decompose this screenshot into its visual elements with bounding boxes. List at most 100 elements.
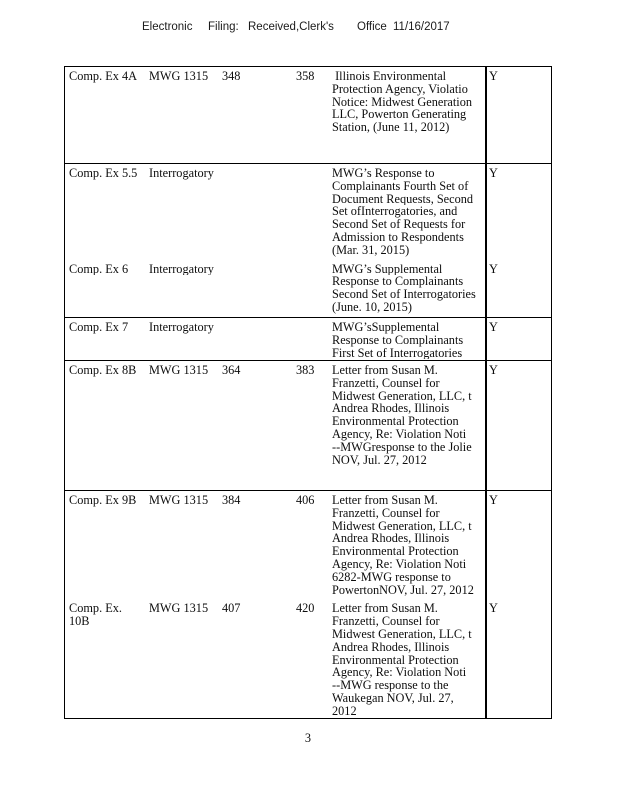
description-line: Second Set of Requests for (332, 218, 466, 231)
header-word: Received,Clerk's (248, 21, 334, 33)
exhibit-row: Comp. Ex 8B MWG 1315 364 383 Letter from Sus… (65, 361, 551, 466)
description-line: Franzetti, Counsel for (332, 376, 440, 390)
description-line: 6282-MWG response to (332, 570, 451, 584)
description-line: Response to Complainants (332, 275, 464, 289)
document-type-cell: MWG 1315 (149, 364, 209, 377)
description-line: Letter from Susan M. (332, 494, 438, 507)
description-line: Complainants Fourth Set of (332, 179, 469, 193)
exhibit-cell: Comp. Ex 8B (69, 364, 137, 377)
description-cell: Letter from Susan M. Franzetti, Counsel f… (332, 602, 485, 717)
exhibit-row: Comp. Ex 4A MWG 1315 348 358 Illinois Envir… (65, 67, 551, 134)
document-type-cell: MWG 1315 (149, 602, 209, 616)
description-line: Response to Complainants (332, 333, 464, 347)
admitted-flag: Y (489, 262, 498, 276)
description-line: Andrea Rhodes, Illinois (332, 640, 450, 654)
exhibit-row: Comp. Ex. 10B MWG 1315 407 420 Letter from S… (65, 599, 551, 717)
description-line: Environmental Protection (332, 545, 459, 558)
page-start-cell: 364 (222, 364, 241, 377)
exhibit-row: Comp. Ex 6 Interrogatory MWG’s Supplementa… (65, 260, 551, 314)
description-cell: Letter from Susan M. Franzetti, Counsel f… (332, 364, 485, 466)
admitted-flag: Y (489, 494, 498, 507)
description-line: (June. 10, 2015) (332, 300, 412, 314)
description-line: MWG’s Response to (332, 167, 435, 180)
admitted-column-divider (485, 67, 487, 718)
description-line: Station, (June 11, 2012) (332, 121, 450, 134)
header-word: Filing: (208, 21, 239, 33)
description-line: --MWGresponse to the Jolie (332, 440, 472, 454)
header-word: Electronic (142, 21, 193, 33)
exhibit-table: Comp. Ex 4A MWG 1315 348 358 Illinois Envir… (64, 66, 552, 719)
exhibit-cell: Comp. Ex. 10B (69, 602, 122, 628)
document-type-cell: Interrogatory (149, 262, 214, 276)
filing-header: Electronic Filing: Received,Clerk's Offi… (0, 21, 618, 35)
description-line: PowertonNOV, Jul. 27, 2012 (332, 583, 474, 597)
admitted-flag: Y (489, 167, 498, 180)
description-line: Midwest Generation, LLC, t (332, 389, 472, 403)
description-line: Illinois Environmental (332, 70, 447, 83)
description-line: (Mar. 31, 2015) (332, 243, 410, 257)
description-line: Protection Agency, Violatio (332, 82, 468, 96)
exhibit-cell: Comp. Ex 4A (69, 70, 137, 83)
page-end-cell: 420 (296, 602, 315, 616)
page-number: 3 (304, 731, 312, 745)
description-line: Agency, Re: Violation Noti (332, 557, 467, 571)
document-type-cell: Interrogatory (149, 321, 214, 334)
document-type-cell: Interrogatory (149, 167, 214, 180)
description-line: Environmental Protection (332, 415, 459, 428)
description-line: Midwest Generation, LLC, t (332, 519, 472, 533)
description-line: LLC, Powerton Generating (332, 108, 467, 122)
description-line: Waukegan NOV, Jul. 27, (332, 691, 454, 705)
exhibit-row: Comp. Ex 7 Interrogatory MWG’sSupplemental… (65, 318, 551, 359)
description-line: Agency, Re: Violation Noti (332, 427, 467, 441)
description-line: Franzetti, Counsel for (332, 506, 440, 520)
page-start-cell: 407 (222, 602, 241, 616)
page-start-cell: 384 (222, 494, 241, 507)
description-line: Admission to Respondents (332, 230, 464, 244)
description-cell: Illinois Environmental Protection Agency,… (332, 70, 485, 134)
table-block: Comp. Ex 8B MWG 1315 364 383 Letter from Sus… (65, 360, 551, 490)
exhibit-cell: Comp. Ex 5.5 (69, 167, 138, 180)
description-line: Franzetti, Counsel for (332, 615, 440, 628)
table-block: Comp. Ex 9B MWG 1315 384 406 Letter from Sus… (65, 490, 551, 718)
description-cell: MWG’s Response to Complainants Fourth Set… (332, 167, 485, 257)
document-type-cell: MWG 1315 (149, 494, 209, 507)
description-line: Letter from Susan M. (332, 364, 438, 377)
exhibit-row: Comp. Ex 5.5 Interrogatory MWG’s Response … (65, 164, 551, 257)
description-line: Notice: Midwest Generation (332, 95, 473, 109)
description-line: Andrea Rhodes, Illinois (332, 402, 450, 416)
admitted-flag: Y (489, 321, 498, 334)
description-line: First Set of Interrogatories (332, 346, 463, 360)
description-line: 2012 (332, 704, 357, 718)
header-word: Office (357, 21, 387, 33)
description-line: Midwest Generation, LLC, t (332, 627, 472, 641)
description-cell: MWG’s Supplemental Response to Complainan… (332, 263, 485, 314)
table-block: Comp. Ex 4A MWG 1315 348 358 Illinois Envir… (65, 67, 551, 163)
page-end-cell: 358 (296, 70, 315, 83)
description-line: MWG’sSupplemental (332, 321, 440, 334)
description-line: Set ofInterrogatories, and (332, 205, 458, 219)
admitted-flag: Y (489, 602, 498, 616)
description-line: Second Set of Interrogatories (332, 288, 476, 301)
header-date: 11/16/2017 (393, 21, 450, 33)
exhibit-cell: Comp. Ex 7 (69, 321, 129, 334)
table-block: Comp. Ex 7 Interrogatory MWG’sSupplemental… (65, 317, 551, 360)
description-line: --MWG response to the (332, 679, 449, 692)
description-line: Andrea Rhodes, Illinois (332, 532, 450, 546)
admitted-flag: Y (489, 70, 498, 83)
page-end-cell: 383 (296, 364, 315, 377)
description-line: Environmental Protection (332, 653, 459, 667)
exhibit-row: Comp. Ex 9B MWG 1315 384 406 Letter from Sus… (65, 491, 551, 596)
description-line: Letter from Susan M. (332, 602, 438, 616)
description-line: MWG’s Supplemental (332, 262, 443, 276)
page-start-cell: 348 (222, 70, 241, 83)
admitted-flag: Y (489, 364, 498, 377)
description-line: NOV, Jul. 27, 2012 (332, 453, 427, 467)
exhibit-cell: Comp. Ex 9B (69, 494, 137, 507)
document-type-cell: MWG 1315 (149, 70, 209, 83)
table-block: Comp. Ex 5.5 Interrogatory MWG’s Response … (65, 163, 551, 317)
description-cell: MWG’sSupplemental Response to Complainant… (332, 321, 485, 359)
description-line: Document Requests, Second (332, 192, 474, 206)
description-line: Agency, Re: Violation Noti (332, 666, 467, 680)
exhibit-cell: Comp. Ex 6 (69, 262, 129, 276)
